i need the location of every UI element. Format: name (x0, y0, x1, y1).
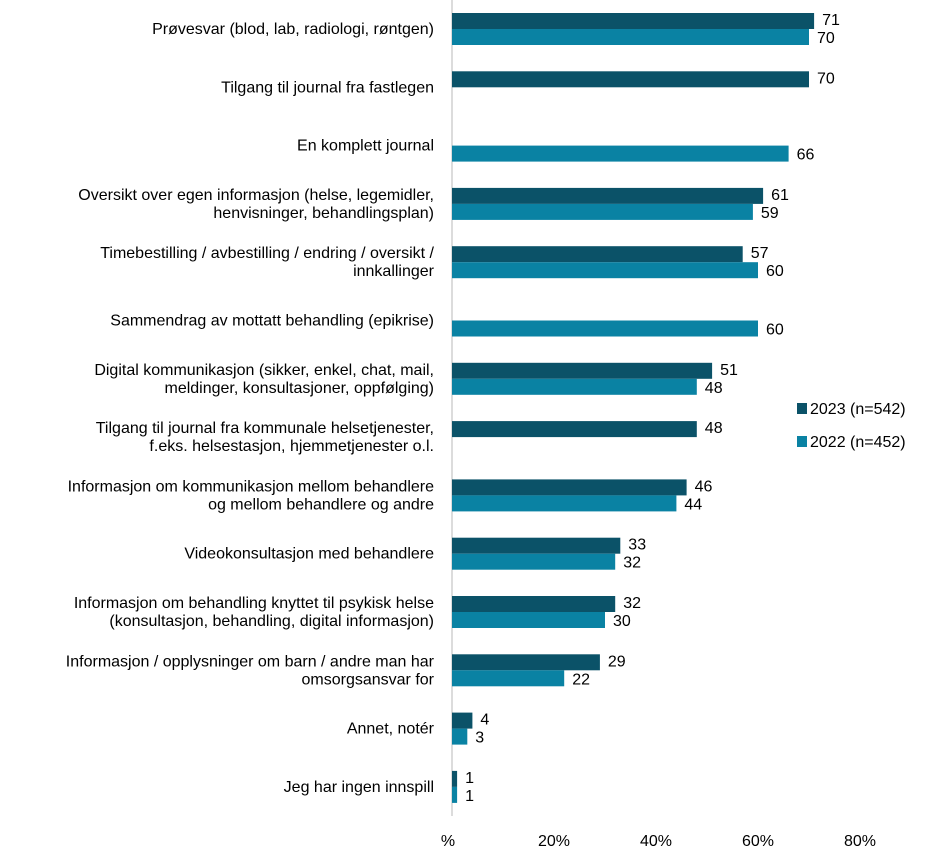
data-label: 60 (766, 263, 784, 280)
data-label: 59 (761, 205, 779, 222)
legend-swatch (797, 436, 807, 447)
x-tick-label: 40% (640, 833, 672, 850)
data-label: 30 (613, 613, 631, 630)
legend-label: 2022 (n=452) (810, 434, 906, 451)
data-label: 51 (720, 362, 738, 379)
data-label: 32 (623, 595, 641, 612)
bar-2023 (452, 537, 621, 554)
data-label: 3 (475, 730, 484, 747)
data-label: 32 (623, 555, 641, 572)
data-label: 70 (817, 30, 835, 47)
category-label: Tilgang til journal fra fastlegen (221, 79, 434, 96)
category-label: Informasjon om kommunikasjon mellom beha… (68, 478, 434, 513)
category-label: En komplett journal (297, 138, 434, 155)
category-label: Tilgang til journal fra kommunale helset… (96, 420, 434, 455)
data-label: 71 (822, 12, 840, 29)
data-label: 44 (684, 496, 702, 513)
data-label: 57 (751, 245, 769, 262)
bar-2023 (452, 13, 815, 29)
x-tick-label: 20% (538, 833, 570, 850)
data-label: 4 (480, 712, 489, 729)
bar-2022 (452, 145, 789, 162)
bar-2023 (452, 479, 687, 496)
data-label: 60 (766, 322, 784, 339)
bar-2023 (452, 770, 458, 787)
category-label: Timebestilling / avbestilling / endring … (100, 245, 434, 280)
bar-2023 (452, 246, 743, 263)
category-label: Informasjon / opplysninger om barn / and… (66, 653, 435, 688)
data-label: 1 (465, 788, 474, 805)
bar-2023 (452, 712, 473, 729)
bar-2022 (452, 553, 616, 570)
category-label: Informasjon om behandling knyttet til ps… (74, 595, 434, 630)
bar-2023 (452, 362, 713, 379)
bar-2022 (452, 29, 809, 45)
bar-2022 (452, 670, 565, 687)
bar-2023 (452, 596, 616, 612)
category-label: Sammendrag av mottatt behandling (epikri… (110, 313, 434, 330)
bar-2023 (452, 187, 764, 204)
bar-2022 (452, 203, 753, 220)
legend-label: 2023 (n=542) (810, 401, 906, 418)
bar-2023 (452, 71, 809, 88)
bar-2022 (452, 320, 758, 337)
bar-2022 (452, 262, 758, 279)
x-tick-label: 60% (742, 833, 774, 850)
category-label: Annet, notér (347, 721, 435, 738)
data-label: 33 (628, 537, 646, 554)
legend-swatch (797, 403, 807, 414)
data-label: 29 (608, 653, 626, 670)
bar-2022 (452, 786, 458, 803)
x-tick-label: 80% (844, 833, 876, 850)
data-label: 61 (771, 187, 789, 204)
category-label: Digital kommunikasjon (sikker, enkel, ch… (94, 362, 434, 397)
data-label: 1 (465, 770, 474, 787)
bar-2023 (452, 421, 697, 438)
data-label: 48 (705, 380, 723, 397)
bar-2022 (452, 495, 677, 512)
category-label: Prøvesvar (blod, lab, radiologi, røntgen… (152, 21, 434, 38)
bar-2022 (452, 728, 468, 745)
category-label: Videokonsultasjon med behandlere (184, 546, 434, 563)
data-label: 70 (817, 70, 835, 87)
data-label: 48 (705, 420, 723, 437)
bar-2022 (452, 378, 697, 395)
bar-2022 (452, 612, 605, 628)
bar-2023 (452, 654, 600, 671)
category-label: Jeg har ingen innspill (284, 779, 434, 796)
data-label: 22 (572, 671, 590, 688)
data-label: 46 (695, 478, 713, 495)
x-tick-label: % (441, 833, 455, 850)
category-label: Oversikt over egen informasjon (helse, l… (78, 187, 434, 222)
data-label: 66 (797, 147, 815, 164)
